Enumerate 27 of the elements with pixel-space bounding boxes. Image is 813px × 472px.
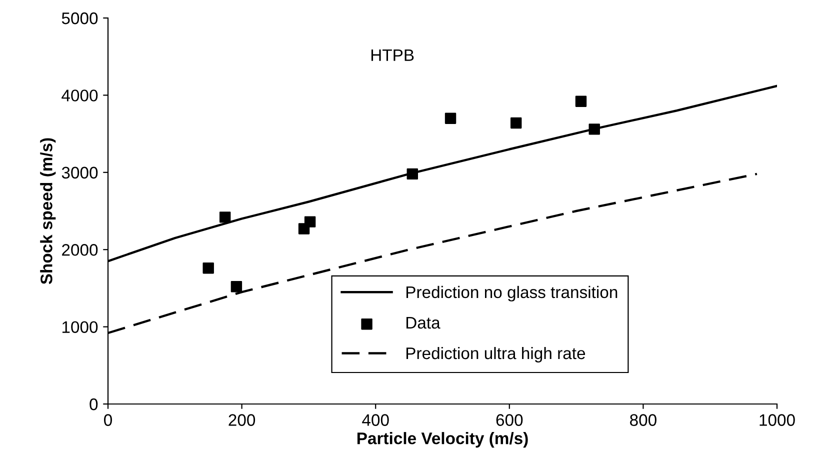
point <box>406 168 418 180</box>
x-tick-label: 0 <box>104 414 112 426</box>
point <box>588 124 600 135</box>
legend-label: Prediction ultra high rate <box>406 346 586 363</box>
legend-label: Prediction no glass transition <box>406 286 618 302</box>
y-tick-label: 3000 <box>62 166 98 179</box>
x-tick-label: 400 <box>362 414 389 426</box>
y-tick-label: 5000 <box>62 12 98 24</box>
point <box>304 216 316 228</box>
point <box>219 212 231 223</box>
y-axis-title: Shock speed (m/s) <box>40 138 56 284</box>
x-tick-label: 200 <box>228 414 256 426</box>
y-tick-label: 1000 <box>62 321 98 334</box>
point <box>230 281 242 292</box>
x-tick-label: 800 <box>630 414 656 426</box>
x-tick-label: 600 <box>496 414 523 426</box>
point <box>575 96 587 107</box>
annotation: HTPB <box>371 49 414 61</box>
y-tick-label: 2000 <box>62 244 98 256</box>
x-tick-label: 1000 <box>760 414 795 426</box>
y-tick-label: 0 <box>90 398 98 410</box>
y-tick-label: 4000 <box>62 90 98 102</box>
point <box>202 262 214 274</box>
x-axis-title: Particle Velocity (m/s) <box>357 432 528 448</box>
point <box>444 112 456 124</box>
legend-label: Data <box>406 317 440 329</box>
point <box>510 117 522 129</box>
